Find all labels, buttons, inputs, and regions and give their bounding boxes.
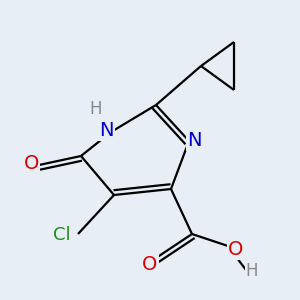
Text: O: O [142,254,158,274]
Text: Cl: Cl [53,226,70,244]
Text: O: O [228,240,243,259]
Text: N: N [99,121,114,140]
Text: H: H [90,100,102,118]
Text: N: N [187,131,202,151]
Text: H: H [246,262,258,280]
Text: O: O [24,154,39,173]
